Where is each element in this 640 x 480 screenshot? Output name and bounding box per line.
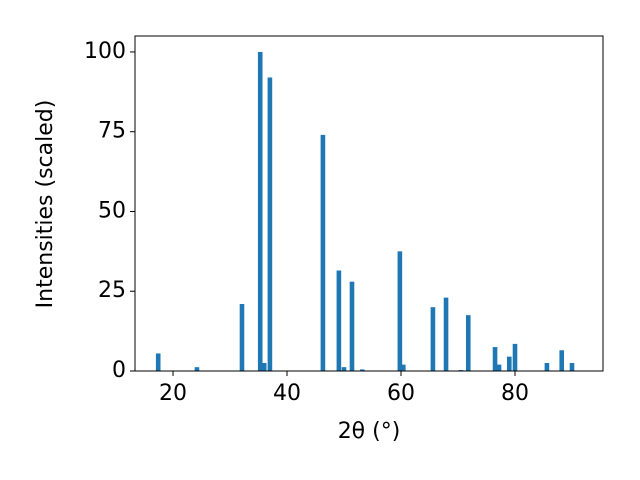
y-tick-label: 25 <box>98 278 126 303</box>
x-axis-label: 2θ (°) <box>338 419 401 444</box>
bar <box>559 350 565 371</box>
bar <box>512 343 518 371</box>
bar <box>359 369 365 371</box>
bar <box>239 304 245 371</box>
bar <box>443 297 449 371</box>
bar <box>492 347 498 371</box>
x-tick-label: 20 <box>159 381 187 406</box>
bar <box>400 364 406 371</box>
x-tick-label: 80 <box>501 381 529 406</box>
y-axis-label: Intensities (scaled) <box>33 100 58 309</box>
y-tick-label: 0 <box>112 358 126 383</box>
plot-frame <box>134 35 604 372</box>
bar <box>336 270 342 371</box>
bar <box>349 281 355 371</box>
y-tick-label: 50 <box>98 198 126 223</box>
y-tick-label: 100 <box>84 39 126 64</box>
x-tick-label: 40 <box>273 381 301 406</box>
y-tick-label: 75 <box>98 119 126 144</box>
bar <box>569 363 575 371</box>
bar <box>267 77 273 371</box>
bar <box>261 363 267 371</box>
bar <box>320 134 326 371</box>
x-tick-label: 60 <box>387 381 415 406</box>
bar <box>496 364 502 371</box>
bar <box>155 353 161 371</box>
bar <box>194 367 200 371</box>
bar <box>544 363 550 371</box>
bar <box>465 315 471 371</box>
bar <box>506 356 512 371</box>
bar <box>430 307 436 371</box>
bar <box>397 251 403 371</box>
bar <box>341 367 347 371</box>
bar <box>257 51 263 371</box>
